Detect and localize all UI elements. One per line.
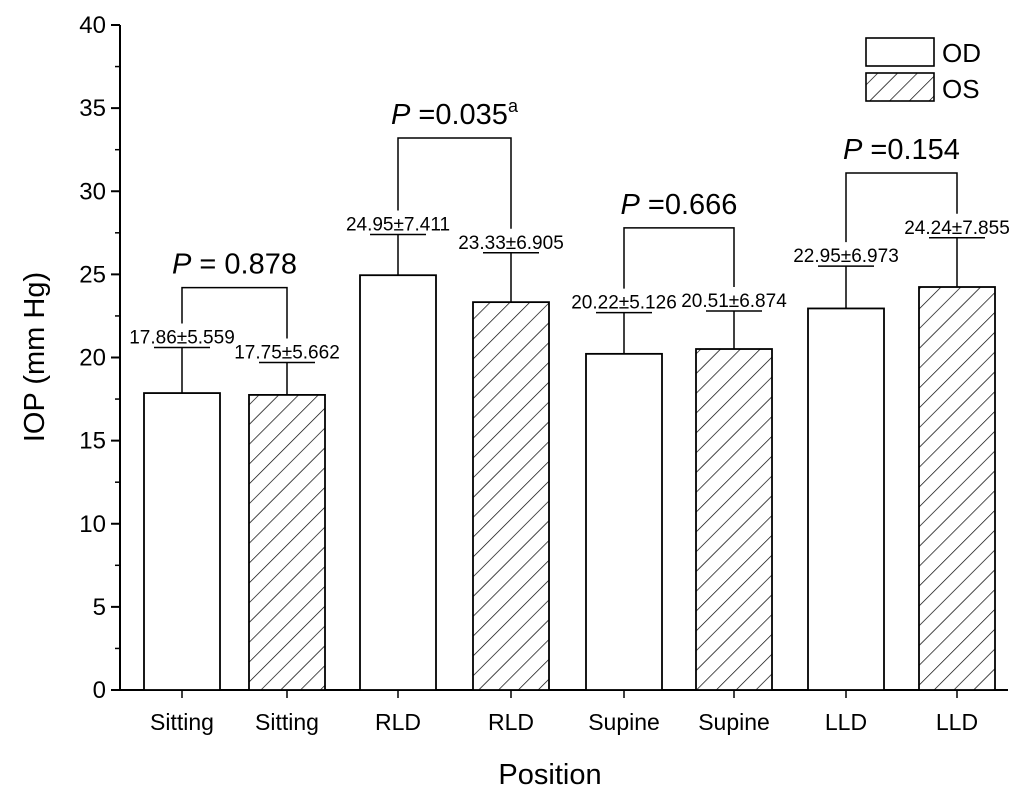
x-tick-label: Supine (588, 709, 660, 735)
p-value-label: P =0.035a (391, 96, 519, 131)
p-value-label: P = 0.878 (172, 249, 297, 281)
comparison-brackets: P = 0.878 P =0.035a P =0.666 P =0.154 (172, 96, 960, 339)
y-ticks: 0 5 10 15 20 25 30 35 40 (79, 12, 120, 704)
y-tick-label: 30 (79, 178, 106, 205)
y-tick-label: 5 (93, 594, 106, 621)
bar-value-label: 22.95±6.973 (793, 246, 899, 267)
y-tick-label: 35 (79, 95, 106, 122)
x-tick-label: Supine (698, 709, 770, 735)
bar-value-label: 24.95±7.411 (346, 214, 450, 235)
x-tick-label: Sitting (150, 709, 214, 735)
y-tick-label: 25 (79, 261, 106, 288)
legend: OD OS (865, 37, 981, 104)
bar-sitting-od (143, 392, 221, 691)
x-tick-label: RLD (488, 709, 534, 735)
p-value-label: P =0.154 (843, 134, 960, 166)
y-axis-title: IOP (mm Hg) (19, 272, 51, 442)
y-tick-label: 0 (93, 677, 106, 704)
legend-swatch-od (865, 37, 935, 67)
bar-value-label: 20.22±5.126 (571, 293, 677, 314)
x-tick-label: LLD (936, 709, 978, 735)
y-tick-label: 10 (79, 511, 106, 538)
y-tick-label: 40 (79, 12, 106, 39)
comparison-bracket (397, 137, 512, 229)
legend-label-os: OS (942, 74, 980, 104)
comparison-bracket (181, 286, 288, 339)
bar-sitting-os (248, 394, 326, 691)
comparison-bracket (845, 172, 958, 243)
x-tick-label: LLD (825, 709, 867, 735)
bar-value-label: 23.33±6.905 (458, 233, 564, 254)
bar-lld-od (807, 307, 885, 691)
legend-label-od: OD (942, 38, 981, 68)
bar-supine-os (695, 348, 773, 691)
bar-value-label: 17.86±5.559 (129, 328, 235, 349)
bar-supine-od (585, 352, 663, 691)
y-tick-label: 20 (79, 345, 106, 372)
x-tick-labels: Sitting Sitting RLD RLD Supine Supine LLD LLD (150, 690, 978, 735)
bar-lld-os (918, 286, 996, 691)
x-axis-title: Position (498, 759, 601, 791)
p-value-label: P =0.666 (621, 189, 738, 221)
bar-value-label: 24.24±7.855 (904, 218, 1010, 239)
x-tick-label: RLD (375, 709, 421, 735)
bar-value-label: 20.51±6.874 (681, 291, 787, 312)
comparison-bracket (623, 227, 735, 289)
legend-swatch-os (865, 72, 935, 102)
bar-rld-od (359, 274, 437, 691)
y-tick-label: 15 (79, 428, 106, 455)
x-tick-label: Sitting (255, 709, 319, 735)
bar-value-label: 17.75±5.662 (234, 342, 340, 363)
bar-rld-os (472, 301, 550, 691)
